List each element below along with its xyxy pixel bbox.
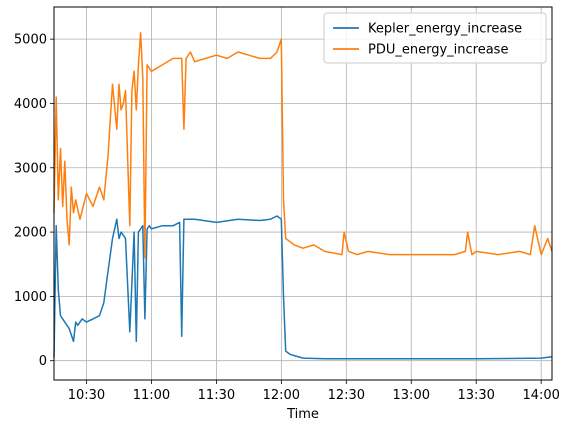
x-axis: 10:30 11:00 11:30 12:00 12:30 13:00 13:30 14:00 (68, 380, 560, 403)
y-tick-label: 3000 (14, 161, 47, 176)
y-axis: 0 1000 2000 3000 4000 5000 (14, 33, 54, 369)
legend-box (323, 12, 547, 64)
x-tick-label: 12:00 (263, 388, 300, 403)
x-tick-label: 14:00 (522, 388, 559, 403)
y-tick-label: 0 (39, 354, 47, 369)
legend-entry-label: Kepler_energy_increase (368, 22, 522, 37)
y-tick-label: 1000 (14, 290, 47, 305)
x-tick-label: 12:30 (328, 388, 365, 403)
legend-entry-label: PDU_energy_increase (368, 43, 508, 58)
x-tick-label: 11:30 (198, 388, 235, 403)
grid (54, 7, 552, 380)
x-axis-label: Time (286, 407, 319, 422)
series-line-kepler-energy-increase (53, 215, 553, 360)
x-tick-label: 10:30 (68, 388, 105, 403)
y-tick-label: 5000 (14, 33, 47, 48)
x-tick-label: 13:00 (393, 388, 430, 403)
legend: Kepler_energy_increase PDU_energy_increas… (323, 12, 547, 64)
plot-frame (53, 6, 553, 381)
x-tick-label: 11:00 (133, 388, 170, 403)
series-layer (53, 31, 553, 360)
y-tick-label: 2000 (14, 226, 47, 241)
x-tick-label: 13:30 (457, 388, 494, 403)
series-line-pdu-energy-increase (53, 31, 553, 259)
y-tick-label: 4000 (14, 97, 47, 112)
